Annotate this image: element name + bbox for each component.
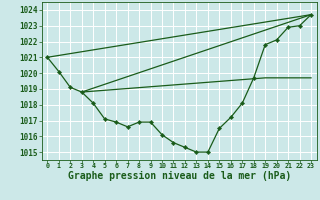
X-axis label: Graphe pression niveau de la mer (hPa): Graphe pression niveau de la mer (hPa)	[68, 171, 291, 181]
